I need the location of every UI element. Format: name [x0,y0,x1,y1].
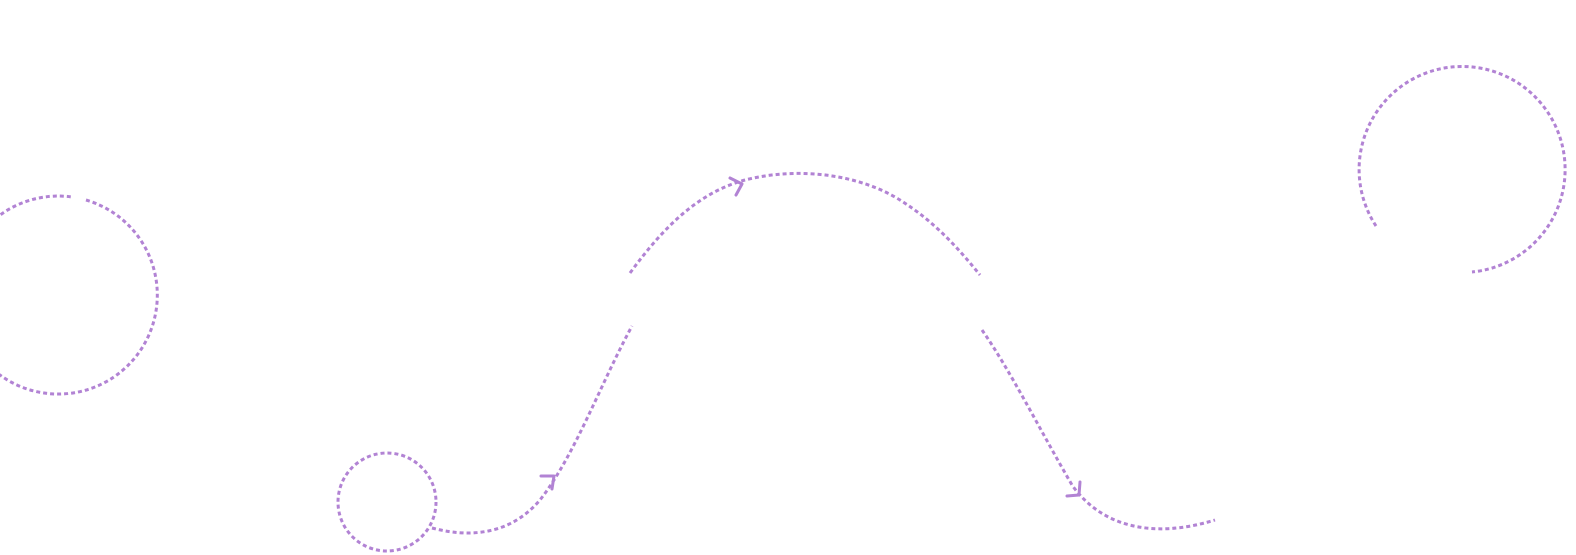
dashed-wave [628,171,982,276]
dashed-arc [1357,65,1567,274]
dashed-wave [431,325,634,535]
arrowhead [1065,480,1082,498]
dashed-wave [980,329,1216,531]
arrowhead [539,474,556,491]
arrowhead [728,176,744,197]
dashed-circle [0,194,159,396]
dashed-circle [336,451,438,553]
